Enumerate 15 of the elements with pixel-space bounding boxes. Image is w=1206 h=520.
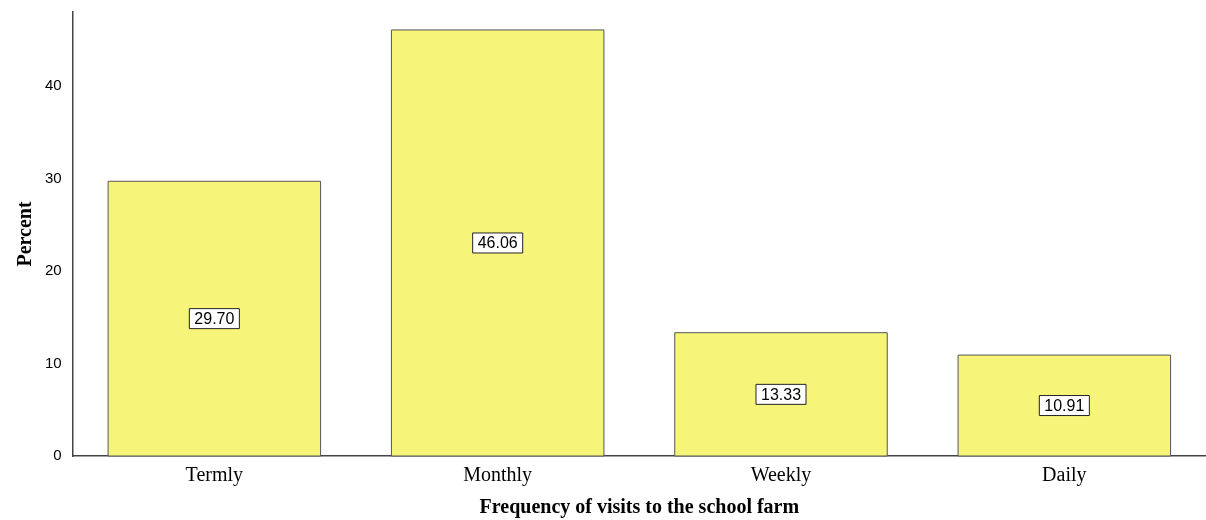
- y-tick-label: 40: [45, 76, 62, 94]
- x-tick-label: Termly: [185, 463, 244, 487]
- y-tick-label: 0: [53, 446, 62, 464]
- x-tick-label: Daily: [1042, 463, 1087, 487]
- x-tick-label: Monthly: [463, 463, 533, 487]
- y-tick-label: 10: [45, 353, 62, 371]
- data-label: 10.91: [1044, 396, 1085, 414]
- x-axis-title: Frequency of visits to the school farm: [479, 495, 800, 519]
- x-tick-label: Weekly: [750, 463, 812, 487]
- y-axis-title: Percent: [13, 201, 36, 267]
- y-tick-label: 20: [45, 261, 62, 279]
- data-label: 29.70: [194, 310, 235, 328]
- data-label: 46.06: [477, 234, 518, 252]
- data-label: 13.33: [760, 385, 802, 403]
- y-tick-label: 30: [45, 168, 62, 186]
